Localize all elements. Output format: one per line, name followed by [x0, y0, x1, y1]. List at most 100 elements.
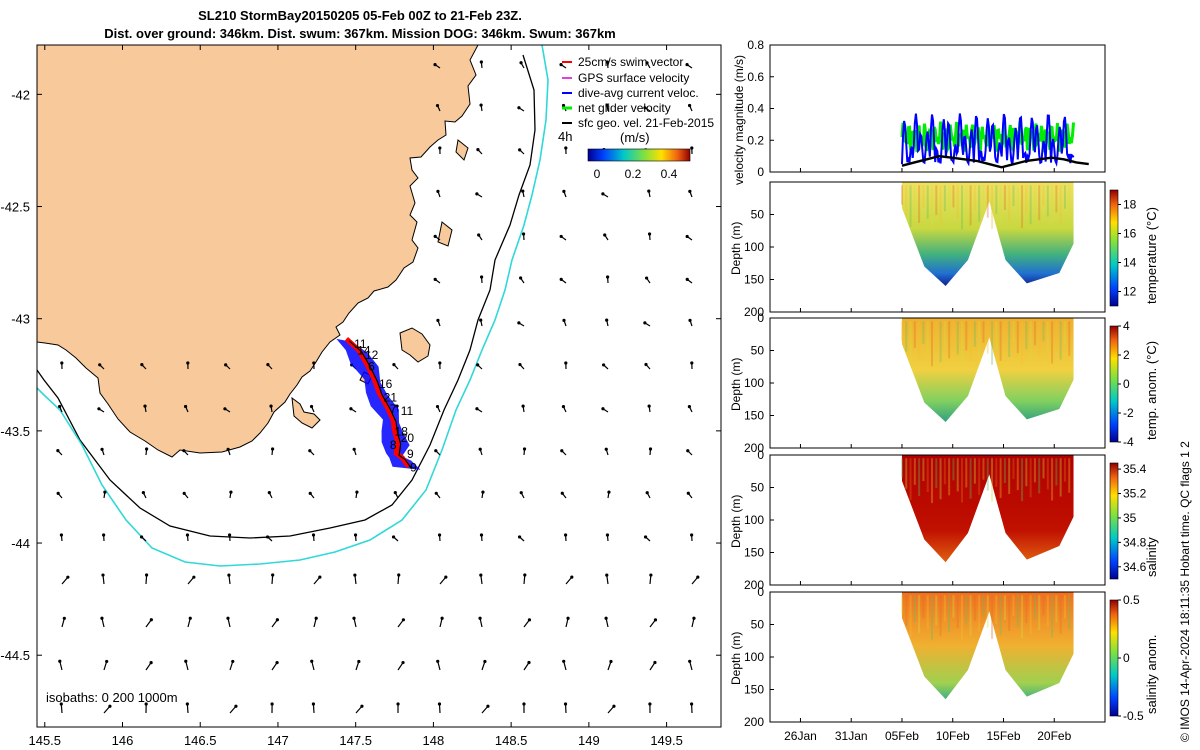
geo-vector-head — [690, 702, 694, 706]
map-axes: 145.5 146 146.5 147 147.5 148 148.5 149 149.5-42… — [0, 45, 721, 748]
map-xtick-label: 147 — [267, 733, 289, 748]
geo-vector-head — [527, 618, 532, 622]
geo-vector-head — [101, 573, 105, 577]
depth-ytick-label: 50 — [751, 481, 765, 495]
geo-vector-head — [440, 616, 444, 620]
geo-vector-head — [479, 533, 484, 537]
velocity-ylabel: velocity magnitude (m/s) — [732, 55, 746, 185]
geo-vector-head — [58, 659, 62, 663]
geo-vector-head — [149, 660, 153, 665]
isobath-200m — [37, 54, 536, 539]
geo-vector-head — [392, 362, 396, 367]
geo-vector-head — [56, 449, 60, 453]
forestier-peninsula — [399, 327, 431, 363]
geo-vector-head — [270, 447, 275, 451]
geo-vector-head — [605, 318, 609, 322]
time-xtick-label: 10Feb — [936, 729, 970, 743]
geo-vector-head — [486, 704, 490, 708]
geo-vector-head — [609, 659, 613, 664]
geo-vector-head — [188, 616, 192, 620]
geo-vector-head — [357, 659, 361, 664]
geo-vector-head — [604, 616, 608, 620]
geo-vector-head — [182, 491, 186, 495]
geo-vector-head — [318, 575, 322, 579]
geo-vector-head — [653, 660, 657, 665]
geo-vector-head — [601, 192, 605, 196]
track-day-label: 18 — [395, 424, 409, 438]
heatmap-field — [901, 455, 1074, 563]
legend-label-swim: 25cm/s swim vector — [578, 55, 683, 69]
depth-ytick-label: 50 — [751, 208, 765, 222]
geo-vector-head — [145, 573, 149, 577]
geo-vector-head — [564, 146, 568, 150]
geo-vector-head — [437, 533, 442, 537]
geo-vector-head — [229, 490, 233, 494]
colorbar-label: salinity — [1144, 537, 1159, 577]
geo-vector-head — [145, 447, 149, 451]
geo-vector-head — [143, 404, 147, 408]
geo-vector-head — [479, 60, 483, 64]
geo-vector-head — [66, 575, 70, 579]
depth-ytick-label: 50 — [751, 618, 765, 632]
geo-vector-head — [604, 447, 608, 451]
geo-vector-head — [601, 407, 605, 411]
colorbar-label: temperature (°C) — [1144, 207, 1159, 304]
geo-vector-head — [436, 659, 440, 663]
geo-vector-head — [517, 321, 521, 325]
track-day-label: 21 — [384, 391, 398, 405]
colorbar-tick-label: 34.8 — [1123, 535, 1147, 549]
geo-vector-head — [436, 318, 440, 322]
geo-vector-head — [100, 616, 104, 620]
time-xtick-label: 20Feb — [1037, 729, 1071, 743]
geo-vector-head — [563, 702, 568, 706]
geo-vector-head — [643, 106, 647, 110]
geo-vector-head — [644, 362, 648, 367]
heatmap-colorbar — [1109, 599, 1119, 717]
geo-vector-head — [690, 533, 694, 537]
colorbar-tick-label: 0 — [1123, 377, 1130, 391]
geo-vector-head — [685, 277, 689, 281]
geo-vector-head — [645, 61, 649, 65]
time-xtick-label: 26Jan — [784, 729, 817, 743]
track-day-label: 9 — [407, 447, 414, 461]
geo-vector-head — [182, 449, 186, 453]
depth-ytick-label: 50 — [751, 344, 765, 358]
geo-vector-head — [475, 407, 479, 411]
depth-ylabel: Depth (m) — [729, 495, 743, 548]
colorbar-tick-label: 12 — [1123, 285, 1137, 299]
track-day-label: 11 — [354, 337, 367, 351]
geo-vector-head — [647, 189, 651, 193]
geo-vector-head — [527, 660, 531, 665]
geo-vector-head — [521, 404, 525, 408]
geo-vector-head — [479, 103, 483, 107]
depth-ytick-label: 150 — [744, 546, 764, 560]
geo-vector-head — [606, 275, 610, 279]
geo-vector-head — [481, 490, 485, 494]
geo-vector-head — [97, 407, 101, 411]
colorbar-tick-label: -2 — [1123, 406, 1134, 420]
colorbar-tick-label: 4 — [1123, 319, 1130, 333]
bruny-island — [291, 396, 321, 429]
geo-vector-head — [100, 447, 104, 451]
heatmap-field — [901, 318, 1074, 422]
geo-vector-head — [314, 616, 318, 620]
colorbar-tick-0: 0 — [594, 167, 601, 181]
geostrophic-velocity-arrows — [56, 60, 700, 714]
colorbar-tick-label: -4 — [1123, 435, 1134, 449]
colorbar-tick-label: 18 — [1123, 198, 1137, 212]
depth-ytick-label: 150 — [744, 683, 764, 697]
geo-vector-head — [433, 277, 437, 282]
geo-vector-head — [141, 491, 145, 495]
colorbar-tick-label: -0.5 — [1123, 709, 1144, 723]
geo-vector-head — [435, 103, 440, 108]
legend-label-gps: GPS surface velocity — [578, 71, 689, 85]
geo-velocity-line — [901, 154, 1089, 169]
geo-vector-head — [144, 702, 148, 706]
dive-avg-current-vectors — [336, 338, 421, 470]
geo-vector-head — [102, 533, 106, 537]
geo-vector-head — [434, 449, 438, 453]
geo-vector-head — [562, 189, 566, 193]
velocity-ytick-label: 0.6 — [747, 70, 764, 84]
geo-vector-head — [523, 573, 527, 577]
